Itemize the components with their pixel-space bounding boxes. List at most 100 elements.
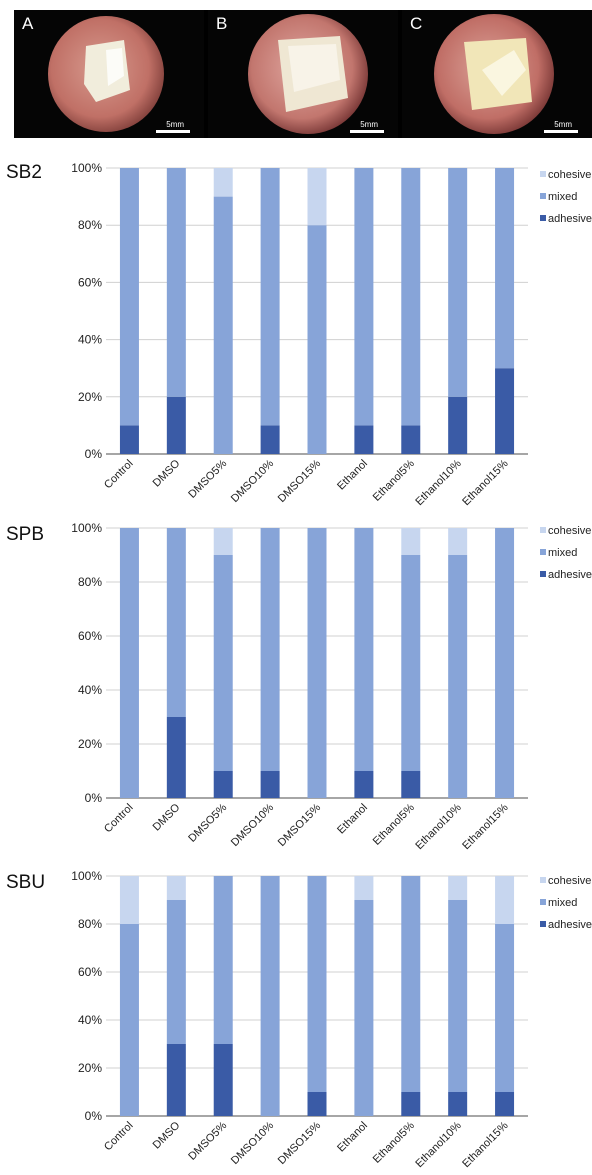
bar-segment-adhesive	[307, 1092, 327, 1116]
bar-segment-adhesive	[354, 425, 374, 454]
x-tick-label: DMSO	[151, 1119, 183, 1151]
bar-segment-cohesive	[307, 168, 327, 226]
bar-segment-mixed	[166, 900, 186, 1044]
legend-label-adhesive: adhesive	[548, 569, 592, 581]
legend-label-cohesive: cohesive	[548, 875, 591, 887]
x-tick-label: Ethanol5%	[371, 1119, 417, 1165]
bar-segment-cohesive	[495, 876, 515, 924]
bar-segment-adhesive	[260, 425, 280, 454]
x-tick-label: DMSO	[151, 457, 183, 489]
y-tick-label: 60%	[78, 629, 102, 643]
y-tick-label: 20%	[78, 737, 102, 751]
chart-sb2: SB2 0% 20% 40% 60% 80% 100% Control DMSO DMSO5% D…	[0, 148, 592, 510]
legend-label-adhesive: adhesive	[548, 919, 592, 931]
photo-panel-b: B 5mm	[208, 10, 398, 138]
bar-segment-cohesive	[354, 876, 374, 900]
photo-label-a: A	[22, 14, 34, 33]
legend-label-mixed: mixed	[548, 547, 577, 559]
photo-panel-c: C 5mm	[402, 10, 592, 138]
chart-spb: SPB 0% 20% 40% 60% 80% 100% Control DMSO DMSO5% D…	[0, 516, 592, 860]
bar-segment-mixed	[119, 168, 139, 426]
legend-swatch-mixed	[540, 899, 546, 905]
bar-segment-mixed	[401, 555, 421, 771]
x-tick-label: Control	[102, 1120, 136, 1154]
bar-segment-cohesive	[213, 528, 233, 555]
specimen-photo-strip: A 5mm B 5mm	[14, 10, 592, 138]
bar-segment-cohesive	[401, 528, 421, 555]
bar-segment-mixed	[307, 876, 327, 1092]
x-tick-label: Ethanol	[335, 802, 370, 837]
bar-segment-mixed	[166, 168, 186, 397]
chart-title: SPB	[6, 524, 45, 545]
bar-segment-cohesive	[448, 528, 468, 555]
bar-segment-mixed	[448, 555, 468, 798]
y-tick-label: 20%	[78, 1061, 102, 1075]
y-tick-label: 0%	[85, 447, 103, 461]
bar-segment-mixed	[495, 924, 515, 1092]
y-tick-label: 100%	[71, 161, 102, 175]
bar-segment-adhesive	[401, 1092, 421, 1116]
chart-canvas: 0%20%40%60%80%100%Control DMSO DMSO5% DMSO1…	[71, 521, 592, 852]
scale-bar-b	[350, 130, 384, 133]
legend-swatch-cohesive	[540, 527, 546, 533]
legend-label-cohesive: cohesive	[548, 525, 591, 537]
legend-swatch-cohesive	[540, 877, 546, 883]
bar-segment-adhesive	[495, 1092, 515, 1116]
x-tick-label: Ethanol15%	[460, 1119, 511, 1170]
bar-segment-adhesive	[448, 396, 468, 454]
scale-label-a: 5mm	[166, 120, 184, 129]
legend-label-mixed: mixed	[548, 897, 577, 909]
x-tick-label: DMSO10%	[229, 1119, 277, 1167]
y-tick-label: 40%	[78, 1013, 102, 1027]
legend-label-cohesive: cohesive	[548, 169, 591, 181]
bar-segment-adhesive	[401, 425, 421, 454]
x-tick-label: Ethanol5%	[371, 457, 417, 503]
bar-segment-mixed	[448, 900, 468, 1092]
x-tick-label: Ethanol	[335, 458, 370, 493]
specimen-photo-b	[248, 14, 368, 134]
bar-segment-adhesive	[354, 771, 374, 798]
bar-segment-mixed	[166, 528, 186, 717]
x-tick-label: DMSO	[151, 801, 183, 833]
x-tick-label: DMSO15%	[276, 801, 324, 849]
specimen-photo-a	[48, 16, 164, 132]
bar-segment-mixed	[495, 168, 515, 369]
legend-label-mixed: mixed	[548, 191, 577, 203]
x-tick-label: DMSO5%	[186, 457, 229, 500]
bar-segment-mixed	[260, 168, 280, 426]
scale-label-b: 5mm	[360, 120, 378, 129]
scale-bar-c	[544, 130, 578, 133]
x-tick-label: Ethanol15%	[460, 457, 511, 508]
legend-swatch-adhesive	[540, 215, 546, 221]
bar-segment-cohesive	[119, 876, 139, 924]
photo-label-b: B	[216, 14, 228, 33]
y-tick-label: 80%	[78, 218, 102, 232]
bar-segment-adhesive	[213, 771, 233, 798]
y-tick-label: 0%	[85, 791, 103, 805]
y-tick-label: 40%	[78, 683, 102, 697]
bar-segment-cohesive	[166, 876, 186, 900]
bar-segment-mixed	[260, 876, 280, 1116]
bar-segment-mixed	[354, 168, 374, 426]
photo-panel-a: A 5mm	[14, 10, 204, 138]
y-tick-label: 40%	[78, 333, 102, 347]
bar-segment-mixed	[448, 168, 468, 397]
y-tick-label: 20%	[78, 390, 102, 404]
bar-segment-mixed	[354, 900, 374, 1116]
bar-segment-adhesive	[495, 368, 515, 454]
bar-segment-adhesive	[448, 1092, 468, 1116]
bar-segment-adhesive	[213, 1044, 233, 1116]
x-tick-label: Ethanol5%	[371, 801, 417, 847]
bar-segment-mixed	[213, 555, 233, 771]
bar-segment-adhesive	[166, 717, 186, 798]
photo-label-c: C	[410, 14, 423, 33]
chart-title: SBU	[6, 872, 46, 893]
x-tick-label: Control	[102, 458, 136, 492]
chart-canvas: 0%20%40%60%80%100%Control DMSO DMSO5% DMSO1…	[71, 869, 592, 1170]
legend-swatch-adhesive	[540, 571, 546, 577]
x-tick-label: Ethanol10%	[413, 1119, 464, 1170]
legend-swatch-adhesive	[540, 921, 546, 927]
x-tick-label: Ethanol10%	[413, 801, 464, 852]
bar-segment-mixed	[260, 528, 280, 771]
bar-segment-mixed	[119, 528, 139, 798]
